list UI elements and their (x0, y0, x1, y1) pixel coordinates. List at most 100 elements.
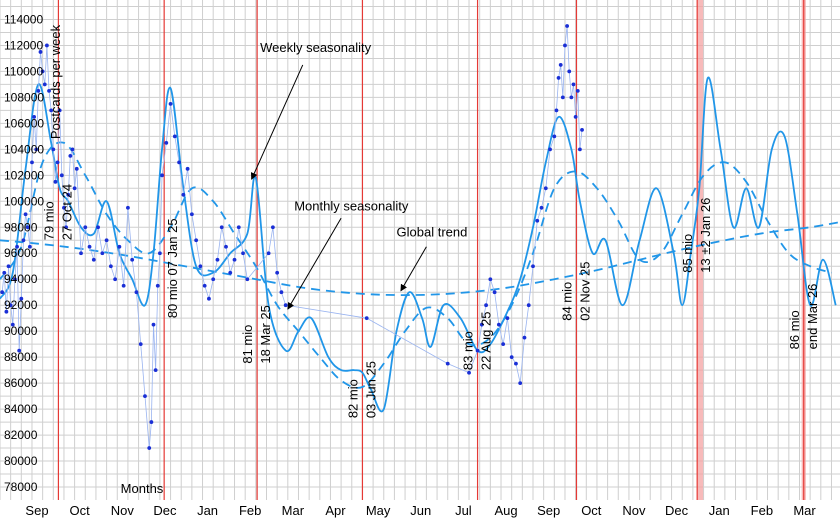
y-tick-label: 100000 (4, 194, 44, 208)
data-point (215, 257, 220, 262)
data-point (577, 147, 582, 152)
annotation-arrow (400, 246, 427, 292)
data-point (535, 218, 540, 223)
data-point (522, 335, 527, 340)
data-point (138, 342, 143, 347)
data-point (126, 205, 130, 210)
data-point (91, 257, 96, 262)
data-point (143, 394, 147, 399)
data-point (21, 238, 26, 243)
y-tick-label: 104000 (4, 142, 44, 156)
y-tick-label: 112000 (4, 38, 43, 52)
data-point (573, 114, 578, 119)
milestone-count-label: 84 mio (559, 282, 574, 321)
data-point (531, 264, 535, 269)
data-point (283, 303, 288, 308)
milestone-date-label: 13 ±2 Jan 26 (698, 198, 713, 273)
data-point (0, 290, 5, 295)
milestone-count-label: 81 mio (240, 325, 255, 364)
data-point (194, 238, 199, 243)
milestone-date-label: 27 Oct 24 (59, 184, 74, 240)
data-point (275, 270, 280, 275)
x-tick-label: Oct (70, 503, 91, 518)
data-point (496, 322, 501, 327)
data-point (266, 251, 271, 256)
data-point (563, 43, 567, 48)
data-point (13, 277, 17, 282)
data-point (121, 283, 126, 288)
data-point (224, 244, 228, 249)
x-tick-label: Sep (25, 503, 48, 518)
x-tick-label: Aug (494, 503, 517, 518)
data-point (560, 95, 565, 100)
series-layer (0, 76, 840, 413)
data-point (219, 225, 224, 230)
data-point (479, 322, 484, 327)
milestone-bands (697, 0, 806, 500)
data-point (72, 186, 77, 191)
y-tick-label: 110000 (4, 64, 43, 78)
data-point (488, 277, 493, 282)
data-point (164, 140, 169, 145)
data-point (580, 127, 584, 132)
annotation-text: Global trend (397, 224, 468, 239)
data-point (6, 264, 11, 269)
data-point (445, 361, 450, 366)
data-point (518, 381, 523, 386)
x-tick-label: Apr (325, 503, 346, 518)
y-tick-label: 108000 (4, 90, 44, 104)
milestone-count-label: 83 mio (461, 331, 476, 370)
milestone-count-label: 86 mio (787, 310, 802, 349)
data-point (236, 225, 241, 230)
data-point (160, 173, 164, 178)
y-tick-label: 114000 (4, 12, 43, 26)
data-point (38, 50, 43, 54)
data-point (514, 361, 518, 366)
data-point (49, 108, 54, 113)
data-point (149, 420, 154, 424)
milestone-date-label: 03 Jun 25 (363, 361, 378, 418)
x-tick-label: Feb (751, 503, 773, 518)
data-point (64, 225, 68, 230)
data-point (198, 264, 203, 269)
data-point (57, 108, 62, 113)
data-point (45, 43, 49, 48)
x-axis-label: Months (121, 481, 164, 496)
y-tick-label: 86000 (4, 376, 38, 390)
x-tick-label: Dec (665, 503, 689, 518)
milestone-date-label: 18 Mar 25 (258, 305, 273, 364)
data-point (27, 244, 32, 249)
x-tick-label: Jan (709, 503, 730, 518)
data-point (558, 63, 563, 67)
data-point (47, 89, 51, 93)
data-point (117, 244, 122, 249)
data-point (168, 101, 173, 106)
data-point (565, 24, 570, 28)
x-tick-label: Sep (537, 503, 560, 518)
data-point (8, 303, 13, 308)
x-tick-label: Dec (153, 503, 177, 518)
data-point (32, 114, 37, 119)
milestone-date-label: end Mar 26 (805, 284, 820, 350)
data-point (552, 134, 557, 139)
data-point (151, 322, 156, 327)
data-point (211, 277, 216, 282)
data-point (245, 277, 250, 282)
data-point (30, 160, 34, 165)
x-tick-label: Nov (622, 503, 646, 518)
data-point (79, 251, 83, 256)
data-point (569, 95, 574, 100)
milestone-count-label: 82 mio (345, 379, 360, 418)
data-point (53, 179, 58, 184)
milestone-date-label: 80 mio 07 Jan 25 (165, 218, 180, 318)
data-point (113, 277, 118, 282)
y-axis-label: Postcards per week (48, 24, 63, 139)
data-point (15, 244, 19, 249)
data-point (467, 370, 471, 375)
milestone-labels: 79 mio 27 Oct 24 80 mio 07 Jan 25 81 mio 18 … (41, 184, 819, 418)
data-point (554, 108, 559, 113)
milestone-lines (57, 0, 805, 500)
data-point (23, 212, 28, 217)
x-tick-label: Feb (239, 503, 261, 518)
